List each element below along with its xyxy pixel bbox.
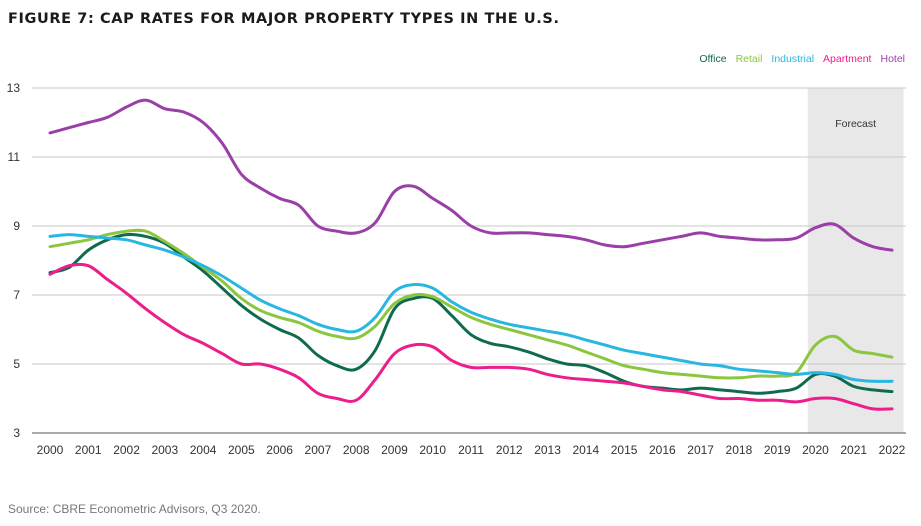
x-axis: 2000 2001 2002 2003 2004 2005 2006 2007 2008 2009… — [37, 443, 906, 457]
legend-item-hotel: Hotel — [880, 53, 905, 65]
series-line-industrial — [48, 233, 894, 383]
x-tick-label-2000: 2000 — [37, 443, 64, 457]
x-tick-label-2020: 2020 — [802, 443, 829, 457]
x-tick-label-2009: 2009 — [381, 443, 408, 457]
x-tick-label-2006: 2006 — [266, 443, 293, 457]
x-tick-label-2004: 2004 — [190, 443, 217, 457]
x-tick-label-2021: 2021 — [840, 443, 867, 457]
chart-title: FIGURE 7: CAP RATES FOR MAJOR PROPERTY T… — [8, 11, 560, 27]
legend-item-retail: Retail — [736, 53, 763, 65]
x-tick-label-2022: 2022 — [879, 443, 906, 457]
legend-item-apartment: Apartment — [823, 53, 872, 65]
x-tick-label-2019: 2019 — [764, 443, 791, 457]
legend: Hotel Apartment Industrial Retail Office — [699, 53, 905, 65]
y-tick-label-13: 13 — [7, 81, 21, 95]
x-tick-label-2017: 2017 — [687, 443, 714, 457]
x-tick-label-2010: 2010 — [419, 443, 446, 457]
x-tick-label-2013: 2013 — [534, 443, 561, 457]
forecast-shade — [807, 88, 904, 433]
y-tick-label-3: 3 — [13, 426, 20, 440]
x-tick-label-2008: 2008 — [343, 443, 370, 457]
source-note: Source: CBRE Econometric Advisors, Q3 20… — [8, 502, 261, 516]
y-tick-label-5: 5 — [13, 357, 20, 371]
x-tick-label-2002: 2002 — [113, 443, 140, 457]
y-tick-label-7: 7 — [13, 288, 20, 302]
x-tick-label-2001: 2001 — [75, 443, 102, 457]
forecast-label: Forecast — [835, 118, 876, 130]
x-tick-label-2007: 2007 — [305, 443, 332, 457]
x-tick-label-2016: 2016 — [649, 443, 676, 457]
x-tick-label-2003: 2003 — [151, 443, 178, 457]
y-tick-label-11: 11 — [8, 150, 21, 164]
y-tick-label-9: 9 — [13, 219, 20, 233]
gridlines — [32, 87, 906, 434]
series-line-retail — [48, 228, 894, 380]
x-tick-label-2014: 2014 — [572, 443, 599, 457]
x-tick-label-2011: 2011 — [458, 443, 484, 457]
legend-item-office: Office — [699, 53, 726, 65]
x-tick-label-2018: 2018 — [726, 443, 753, 457]
x-tick-label-2015: 2015 — [611, 443, 638, 457]
x-tick-label-2012: 2012 — [496, 443, 523, 457]
series-line-hotel — [48, 98, 894, 252]
series-line-apartment — [48, 262, 894, 411]
x-tick-label-2005: 2005 — [228, 443, 255, 457]
series-lines — [48, 98, 894, 411]
forecast-region: Forecast — [807, 88, 904, 433]
legend-item-industrial: Industrial — [771, 53, 814, 65]
y-axis: 3 5 7 9 11 13 — [7, 81, 21, 440]
